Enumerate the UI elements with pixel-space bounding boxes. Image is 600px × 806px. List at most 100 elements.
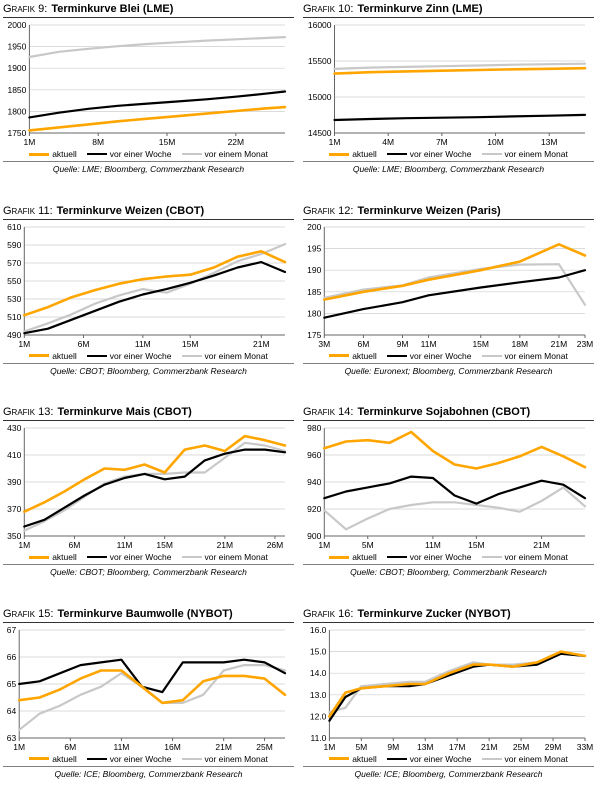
y-tick-label: 1900 bbox=[7, 63, 26, 73]
legend-item: vor einem Monat bbox=[481, 149, 568, 159]
x-tick-label: 9M bbox=[387, 742, 399, 752]
legend-swatch bbox=[181, 757, 202, 760]
x-tick-label: 15M bbox=[159, 137, 176, 147]
legend-label: aktuell bbox=[52, 350, 77, 361]
legend-item: aktuell bbox=[329, 754, 377, 764]
legend-item: vor einer Woche bbox=[86, 552, 172, 562]
x-tick-label: 10M bbox=[487, 137, 504, 147]
x-tick-label: 6M bbox=[357, 339, 369, 349]
legend-swatch bbox=[386, 354, 407, 357]
chart-source: Quelle: ICE; Bloomberg, Commerzbank Rese… bbox=[54, 768, 243, 779]
legend-label: vor einer Woche bbox=[409, 350, 472, 361]
legend-swatch bbox=[29, 152, 50, 156]
legend-item: vor einem Monat bbox=[181, 552, 268, 562]
source-divider bbox=[303, 765, 594, 767]
x-tick-label: 11M bbox=[421, 339, 437, 349]
legend-label: vor einem Monat bbox=[504, 552, 568, 562]
x-tick-label: 5M bbox=[362, 540, 374, 550]
y-tick-label: 1850 bbox=[7, 85, 26, 95]
series-line-0 bbox=[328, 649, 587, 718]
source-divider bbox=[303, 362, 594, 364]
chart-legend: aktuell vor einer Woche vor einem Monat bbox=[303, 351, 594, 361]
legend-swatch bbox=[86, 354, 107, 357]
y-tick-label: 1950 bbox=[7, 42, 26, 52]
x-tick-label: 21M bbox=[253, 339, 270, 349]
legend-label: vor einem Monat bbox=[204, 552, 268, 562]
chart-title-row: Grafik 16: Terminkurve Zucker (NYBOT) bbox=[303, 608, 594, 623]
source-divider bbox=[3, 362, 294, 364]
legend-label: vor einem Monat bbox=[504, 753, 568, 764]
y-tick-label: 200 bbox=[307, 222, 321, 232]
y-tick-label: 16000 bbox=[308, 20, 332, 30]
chart-grafik-label: Grafik 14: bbox=[303, 406, 354, 418]
legend-swatch bbox=[29, 757, 50, 760]
y-tick-label: 370 bbox=[7, 504, 21, 514]
x-tick-label: 11M bbox=[135, 339, 151, 349]
chart-title-row: Grafik 13: Terminkurve Mais (CBOT) bbox=[3, 406, 294, 421]
legend-label: aktuell bbox=[352, 149, 377, 159]
line-chart: 900 920 940 960 980 1M 5M 11M 15M 21M bbox=[307, 423, 587, 550]
chart-title-row: Grafik 11: Terminkurve Weizen (CBOT) bbox=[3, 205, 294, 220]
x-tick-label: 6M bbox=[64, 742, 76, 752]
chart-title: Terminkurve Baumwolle (NYBOT) bbox=[57, 607, 233, 620]
legend-label: aktuell bbox=[352, 552, 377, 562]
series-line-2 bbox=[328, 652, 587, 713]
legend-item: vor einer Woche bbox=[86, 149, 172, 159]
chart-title-row: Grafik 15: Terminkurve Baumwolle (NYBOT) bbox=[3, 608, 294, 623]
y-tick-label: 350 bbox=[7, 531, 21, 541]
source-divider bbox=[3, 161, 294, 162]
legend-swatch bbox=[329, 555, 350, 559]
chart-title: Terminkurve Weizen (Paris) bbox=[357, 204, 501, 217]
chart-panel: Grafik 9: Terminkurve Blei (LME) 1750 1800… bbox=[0, 0, 300, 202]
chart-grafik-label: Grafik 9: bbox=[3, 3, 48, 15]
chart-grafik-label: Grafik 10: bbox=[303, 3, 354, 15]
chart-source: Quelle: CBOT; Bloomberg, Commerzbank Res… bbox=[350, 567, 547, 577]
y-tick-label: 185 bbox=[307, 286, 321, 296]
y-tick-label: 2000 bbox=[7, 20, 26, 30]
legend-label: vor einer Woche bbox=[109, 753, 172, 764]
legend-item: aktuell bbox=[29, 351, 77, 361]
y-tick-label: 15500 bbox=[308, 56, 332, 66]
legend-item: aktuell bbox=[329, 351, 377, 361]
chart-grafik-label: Grafik 16: bbox=[303, 607, 354, 620]
y-tick-label: 510 bbox=[7, 312, 21, 322]
y-tick-label: 11.0 bbox=[310, 733, 326, 743]
chart-legend: aktuell vor einer Woche vor einem Monat bbox=[3, 552, 294, 562]
y-tick-label: 390 bbox=[7, 477, 21, 487]
legend-item: aktuell bbox=[329, 552, 377, 562]
legend-label: vor einem Monat bbox=[504, 350, 568, 361]
y-tick-label: 13.0 bbox=[310, 689, 327, 699]
chart-panel: Grafik 14: Terminkurve Sojabohnen (CBOT) … bbox=[300, 403, 600, 605]
chart-source: Quelle: ICE; Bloomberg, Commerzbank Rese… bbox=[354, 768, 543, 779]
legend-label: vor einer Woche bbox=[409, 552, 472, 562]
legend-swatch bbox=[86, 757, 107, 760]
y-tick-label: 490 bbox=[7, 330, 21, 340]
chart-title: Terminkurve Weizen (CBOT) bbox=[56, 204, 205, 217]
chart-title: Terminkurve Sojabohnen (CBOT) bbox=[357, 406, 531, 418]
x-tick-label: 9M bbox=[397, 339, 409, 349]
chart-title: Terminkurve Zucker (NYBOT) bbox=[357, 607, 511, 620]
x-tick-label: 1M bbox=[329, 137, 341, 147]
legend-label: vor einem Monat bbox=[204, 149, 268, 159]
y-tick-label: 14500 bbox=[308, 128, 332, 138]
legend-item: vor einer Woche bbox=[386, 754, 472, 764]
legend-item: vor einem Monat bbox=[181, 351, 268, 361]
x-tick-label: 21M bbox=[217, 540, 234, 550]
y-tick-label: 15.0 bbox=[310, 646, 327, 656]
chart-panel: Grafik 12: Terminkurve Weizen (Paris) 175… bbox=[300, 202, 600, 404]
legend-swatch bbox=[386, 153, 407, 155]
x-tick-label: 25M bbox=[513, 742, 530, 752]
legend-label: vor einer Woche bbox=[109, 149, 172, 159]
x-tick-label: 13M bbox=[417, 742, 434, 752]
legend-item: vor einer Woche bbox=[386, 350, 472, 361]
chart-title-row: Grafik 12: Terminkurve Weizen (Paris) bbox=[303, 205, 594, 220]
chart-legend: aktuell vor einer Woche vor einem Monat bbox=[3, 351, 294, 361]
x-tick-label: 8M bbox=[92, 137, 104, 147]
y-tick-label: 1800 bbox=[7, 106, 26, 116]
series-line-2 bbox=[23, 242, 287, 333]
chart-legend: aktuell vor einer Woche vor einem Monat bbox=[3, 754, 294, 764]
legend-swatch bbox=[481, 556, 502, 558]
x-tick-label: 13M bbox=[541, 137, 558, 147]
legend-label: vor einer Woche bbox=[409, 149, 472, 159]
x-tick-label: 11M bbox=[117, 540, 133, 550]
